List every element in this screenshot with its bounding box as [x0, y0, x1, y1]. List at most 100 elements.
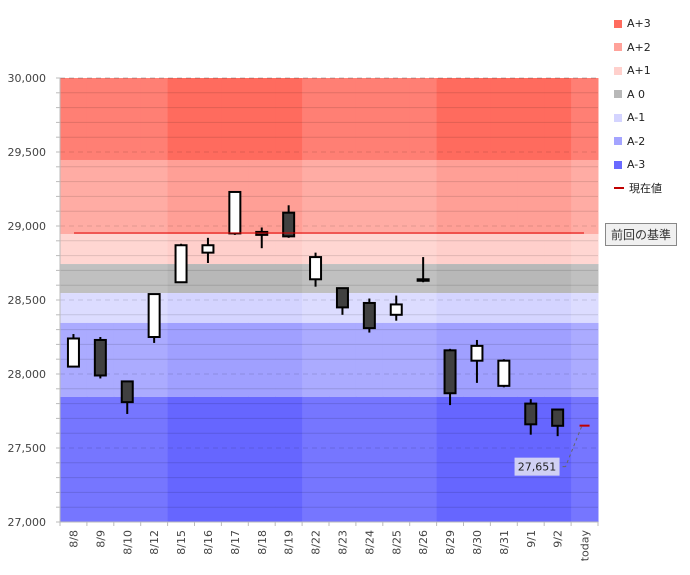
- candle: [362, 298, 376, 333]
- band-A-3: [248, 396, 276, 522]
- x-tick-label: 8/8: [67, 530, 80, 548]
- band-A-2: [571, 322, 599, 397]
- candle-body-down: [416, 278, 430, 282]
- band-Ap1: [490, 233, 518, 265]
- band-Ap2: [194, 159, 222, 234]
- x-tick-label: 8/31: [498, 530, 511, 555]
- x-tick-label: 8/22: [310, 530, 323, 555]
- band-A-2: [409, 322, 438, 397]
- band-Ap3: [571, 78, 599, 160]
- legend-item: 現在値: [614, 177, 662, 201]
- reference-line-label: 前回の基準: [605, 223, 678, 246]
- legend: A+3 A+2 A+1 A 0 A-1 A-2 A-3 現在値: [614, 12, 662, 200]
- band-A-1: [221, 293, 249, 323]
- band-A-1: [167, 293, 195, 323]
- legend-item: A-1: [614, 106, 662, 130]
- band-Ap2: [544, 159, 572, 234]
- band-Ap3: [382, 78, 411, 160]
- band-Ap1: [329, 233, 357, 265]
- band-A0: [571, 264, 599, 294]
- band-layer: [60, 78, 599, 522]
- band-A-1: [302, 293, 330, 323]
- band-Ap3: [302, 78, 330, 160]
- x-tick-label: 8/24: [363, 530, 376, 555]
- band-A-3: [409, 396, 438, 522]
- x-tick-label: 8/15: [175, 530, 188, 555]
- legend-item: A+3: [614, 12, 662, 36]
- band-Ap2: [517, 159, 545, 234]
- x-tick-label: 8/9: [94, 530, 107, 548]
- band-Ap2: [86, 159, 115, 234]
- band-Ap1: [571, 233, 599, 265]
- candle-body-down: [524, 402, 538, 426]
- band-Ap1: [86, 233, 115, 265]
- band-Ap1: [60, 233, 88, 265]
- candle-body-up: [497, 359, 511, 387]
- band-A-1: [194, 293, 222, 323]
- band-Ap1: [382, 233, 411, 265]
- candle-body-up: [147, 293, 161, 338]
- band-A-2: [382, 322, 411, 397]
- candle-body-up: [66, 337, 80, 368]
- band-Ap3: [355, 78, 384, 160]
- band-Ap3: [517, 78, 545, 160]
- candle-body-up: [201, 244, 215, 254]
- band-A0: [140, 264, 169, 294]
- x-tick-label: 8/16: [202, 530, 215, 555]
- band-Ap1: [113, 233, 142, 265]
- candle-body-up: [174, 244, 188, 284]
- band-A0: [436, 264, 464, 294]
- legend-label: A+1: [627, 64, 651, 78]
- legend-label: A 0: [627, 87, 646, 101]
- candle: [389, 295, 403, 321]
- band-Ap3: [248, 78, 276, 160]
- legend-line-swatch: [614, 187, 624, 190]
- legend-color-swatch: [614, 19, 622, 28]
- band-A-1: [86, 293, 115, 323]
- x-tick-label: 8/18: [256, 530, 269, 555]
- x-tick-label: 8/25: [390, 530, 403, 555]
- candle-body-up: [389, 303, 403, 316]
- band-Ap2: [409, 159, 438, 234]
- band-Ap1: [140, 233, 169, 265]
- legend-label: A-2: [627, 134, 646, 148]
- band-A-1: [60, 293, 88, 323]
- band-A-3: [490, 396, 518, 522]
- band-Ap1: [517, 233, 545, 265]
- band-Ap3: [490, 78, 518, 160]
- band-Ap1: [275, 233, 303, 265]
- y-tick-label: 29,500: [8, 146, 47, 159]
- band-A0: [463, 264, 491, 294]
- candle: [524, 399, 538, 435]
- band-A0: [517, 264, 545, 294]
- band-A-1: [409, 293, 438, 323]
- band-A0: [275, 264, 303, 294]
- legend-color-swatch: [614, 90, 622, 99]
- band-Ap3: [167, 78, 195, 160]
- legend-color-swatch: [614, 113, 622, 122]
- band-A-3: [167, 396, 195, 522]
- legend-color-swatch: [614, 137, 622, 146]
- band-A-3: [436, 396, 464, 522]
- y-tick-label: 28,500: [8, 294, 47, 307]
- legend-label: A-3: [627, 158, 646, 172]
- candle: [416, 257, 430, 283]
- legend-item: A-3: [614, 153, 662, 177]
- band-Ap2: [571, 159, 599, 234]
- band-A-1: [571, 293, 599, 323]
- band-A0: [544, 264, 572, 294]
- y-tick-label: 27,500: [8, 442, 47, 455]
- band-Ap2: [382, 159, 411, 234]
- band-Ap3: [436, 78, 464, 160]
- band-Ap2: [436, 159, 464, 234]
- band-A-3: [140, 396, 169, 522]
- legend-label: A+2: [627, 40, 651, 54]
- band-A-1: [490, 293, 518, 323]
- band-Ap1: [463, 233, 491, 265]
- band-A-2: [194, 322, 222, 397]
- y-tick-label: 29,000: [8, 220, 47, 233]
- band-A-3: [221, 396, 249, 522]
- candle: [551, 408, 565, 437]
- x-tick-label: 8/29: [444, 530, 457, 555]
